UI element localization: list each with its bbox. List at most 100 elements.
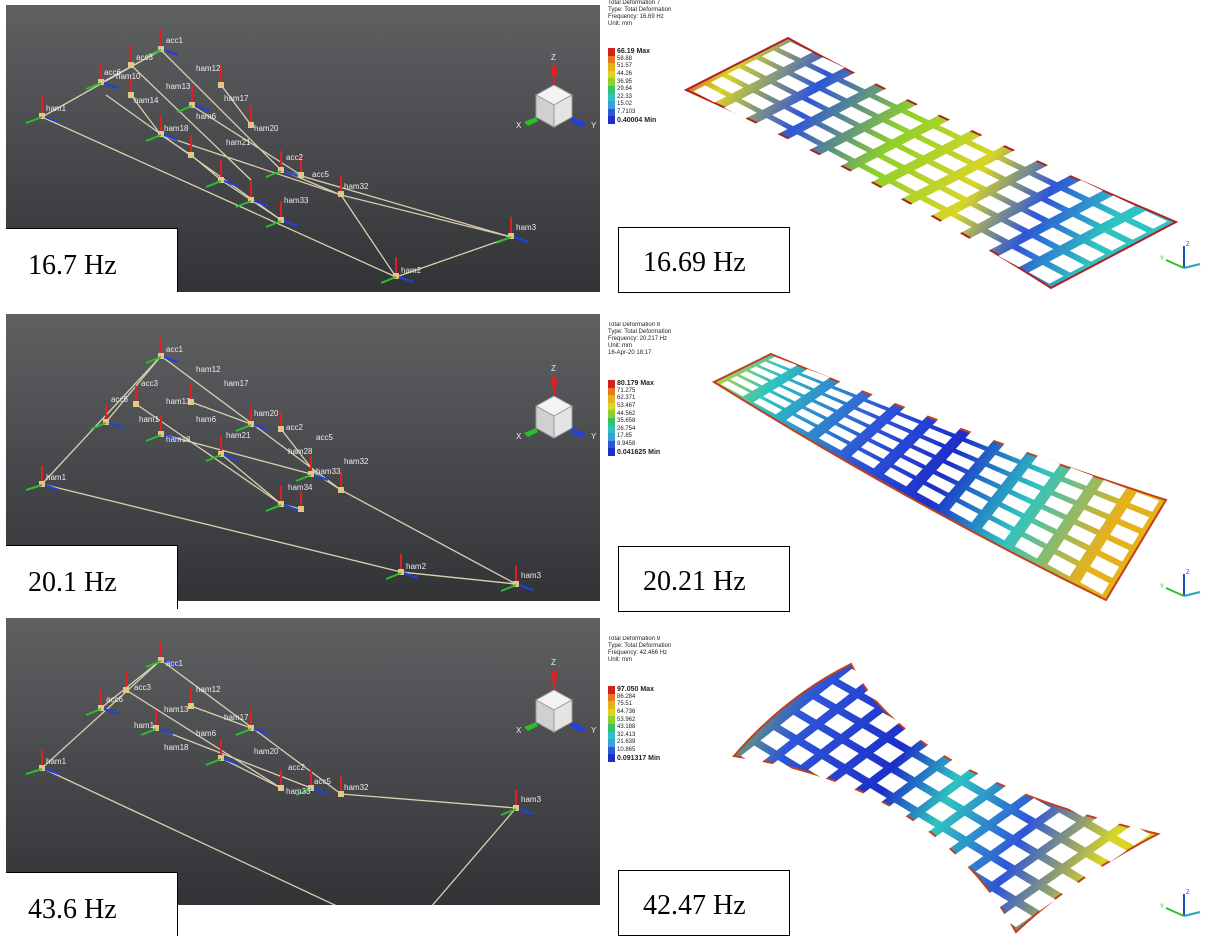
mesh-cell [1034,509,1064,530]
mesh-cell [844,698,875,719]
mesh-cell [834,381,863,395]
legend-entry: 51.57 [608,63,656,71]
mesh-cell [933,153,968,172]
sensor-label: ham1 [46,757,67,766]
mesh-cell [1047,554,1077,577]
view-cube-1[interactable]: Z X Y [516,53,597,130]
experimental-wireframe-3: acc1 acc3 ham12 acc6 ham13 ham1 ham17 ha… [25,642,597,905]
legend-swatch [608,70,615,79]
mesh-cell [807,90,842,108]
fea-mode-view-3: Total Deformation 9 Type: Total Deformat… [606,636,1211,936]
mesh-cell [1069,243,1106,262]
mesh-cell [999,875,1032,897]
sensor-label: acc2 [288,763,305,772]
mesh-cell [976,195,1012,214]
mesh-cell [1018,238,1054,257]
fea-frequency-label-1: 16.69 Hz [618,227,790,293]
fea-header-2: Total Deformation 8 Type: Total Deformat… [608,322,671,357]
mesh-cell [888,112,923,130]
mesh-cell [922,428,952,445]
sensor-label: ham20 [254,124,279,133]
experimental-mode-view-3: acc1 acc3 ham12 acc6 ham13 ham1 ham17 ha… [6,618,600,905]
mesh-cell [858,818,890,840]
mesh-cell [1057,539,1087,561]
view-cube-2[interactable]: Z X Y [516,364,597,441]
fea-mode-view-2: Total Deformation 8 Type: Total Deformat… [606,322,1211,622]
mesh-cell [789,99,824,117]
mesh-cell [969,478,999,498]
sensor-label: acc1 [166,36,183,45]
legend-swatch [608,425,615,434]
legend-label: 17.85 [617,433,633,440]
mesh-cell [724,101,757,119]
legend-swatch [608,433,615,441]
legend-swatch [608,440,615,449]
mesh-cell [851,450,881,469]
legend-label: 51.57 [617,63,633,70]
legend-label: 86.284 [617,693,636,700]
mesh-cell [1000,906,1033,928]
fea-header-line: 16-Apr-20 18:17 [608,350,652,356]
sensor-label: acc3 [141,379,158,388]
sensor-label: acc5 [316,433,333,442]
view-cube-3[interactable]: Z X Y [516,658,597,735]
fea-header-line: Type: Total Deformation [608,7,672,13]
svg-text:Z: Z [1186,242,1190,248]
mesh-cell [1093,840,1127,862]
mesh-cell [870,122,905,140]
mesh-cell [883,147,918,166]
axis-label-z: Z [551,658,556,667]
mesh-cell [753,398,783,415]
mesh-cell [758,361,788,375]
legend-label: 22.33 [617,93,633,100]
legend-label: 32.413 [617,731,636,738]
mesh-cell [939,725,972,746]
legend-entry: 29.64 [608,85,656,94]
mesh-cell [1066,796,1100,817]
mesh-cell [965,739,997,761]
legend-entry: 36.95 [608,78,656,86]
fea-header-1: Total Deformation 7 Type: Total Deformat… [608,0,671,28]
mesh-cell [929,862,961,884]
mesh-cell [828,425,858,442]
mesh-cell [803,125,837,143]
sensor-label: ham14 [134,96,159,105]
mesh-cell [975,860,1008,882]
sensor-label: ham32 [344,182,369,191]
axis-label-x: X [516,726,522,735]
legend-swatch [608,63,615,71]
legend-entry: 7.7103 [608,108,656,117]
svg-text:Y: Y [1160,256,1164,262]
mesh-cell [968,769,1001,791]
mesh-cell [786,415,815,433]
experimental-frequency-label-2: 20.1 Hz [6,545,178,609]
mesh-cell [956,205,992,224]
legend-entry: 35.658 [608,417,660,426]
legend-swatch [608,108,615,117]
mesh-cell [879,802,911,824]
mesh-cell [784,744,815,766]
mesh-cell [720,380,750,397]
legend-swatch [608,101,615,109]
fea-header-line: Frequency: 42.466 Hz [608,650,668,656]
mesh-cell [964,169,1000,188]
mesh-cell [897,756,930,778]
legend-entry: 43.188 [608,723,660,732]
fea-mesh-3 [732,662,1161,934]
sensor-label: ham1 [46,104,67,113]
sensor-label: ham33 [316,467,341,476]
mesh-cell [901,786,933,808]
mesh-cell [982,519,1012,541]
mesh-cell [932,418,962,434]
mesh-cell [1068,826,1102,848]
mesh-cell [824,713,855,735]
mesh-cell [1099,195,1136,214]
mesh-cell [937,216,972,235]
mesh-cell [1001,493,1031,514]
axis-label-y: Y [591,121,597,130]
sensor-label: ham3 [516,223,537,232]
sensor-label: ham21 [226,138,251,147]
mesh-cell [943,755,976,776]
mesh-cell [996,185,1032,204]
sensor-label: ham18 [166,435,191,444]
